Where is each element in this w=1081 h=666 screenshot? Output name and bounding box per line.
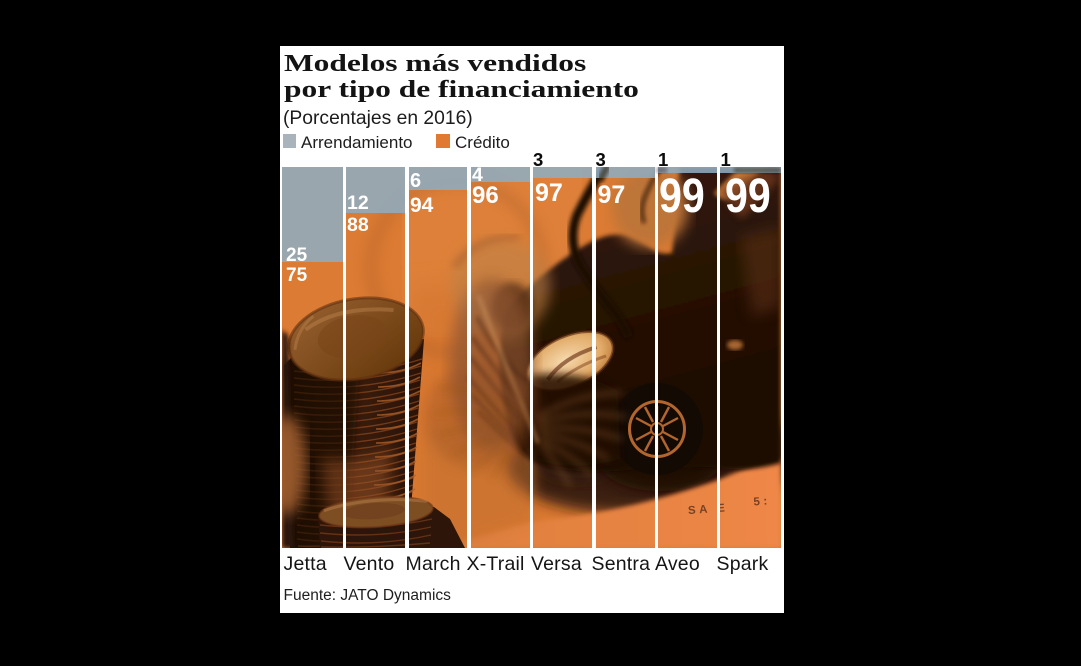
svg-text:5:: 5: [753, 495, 771, 508]
